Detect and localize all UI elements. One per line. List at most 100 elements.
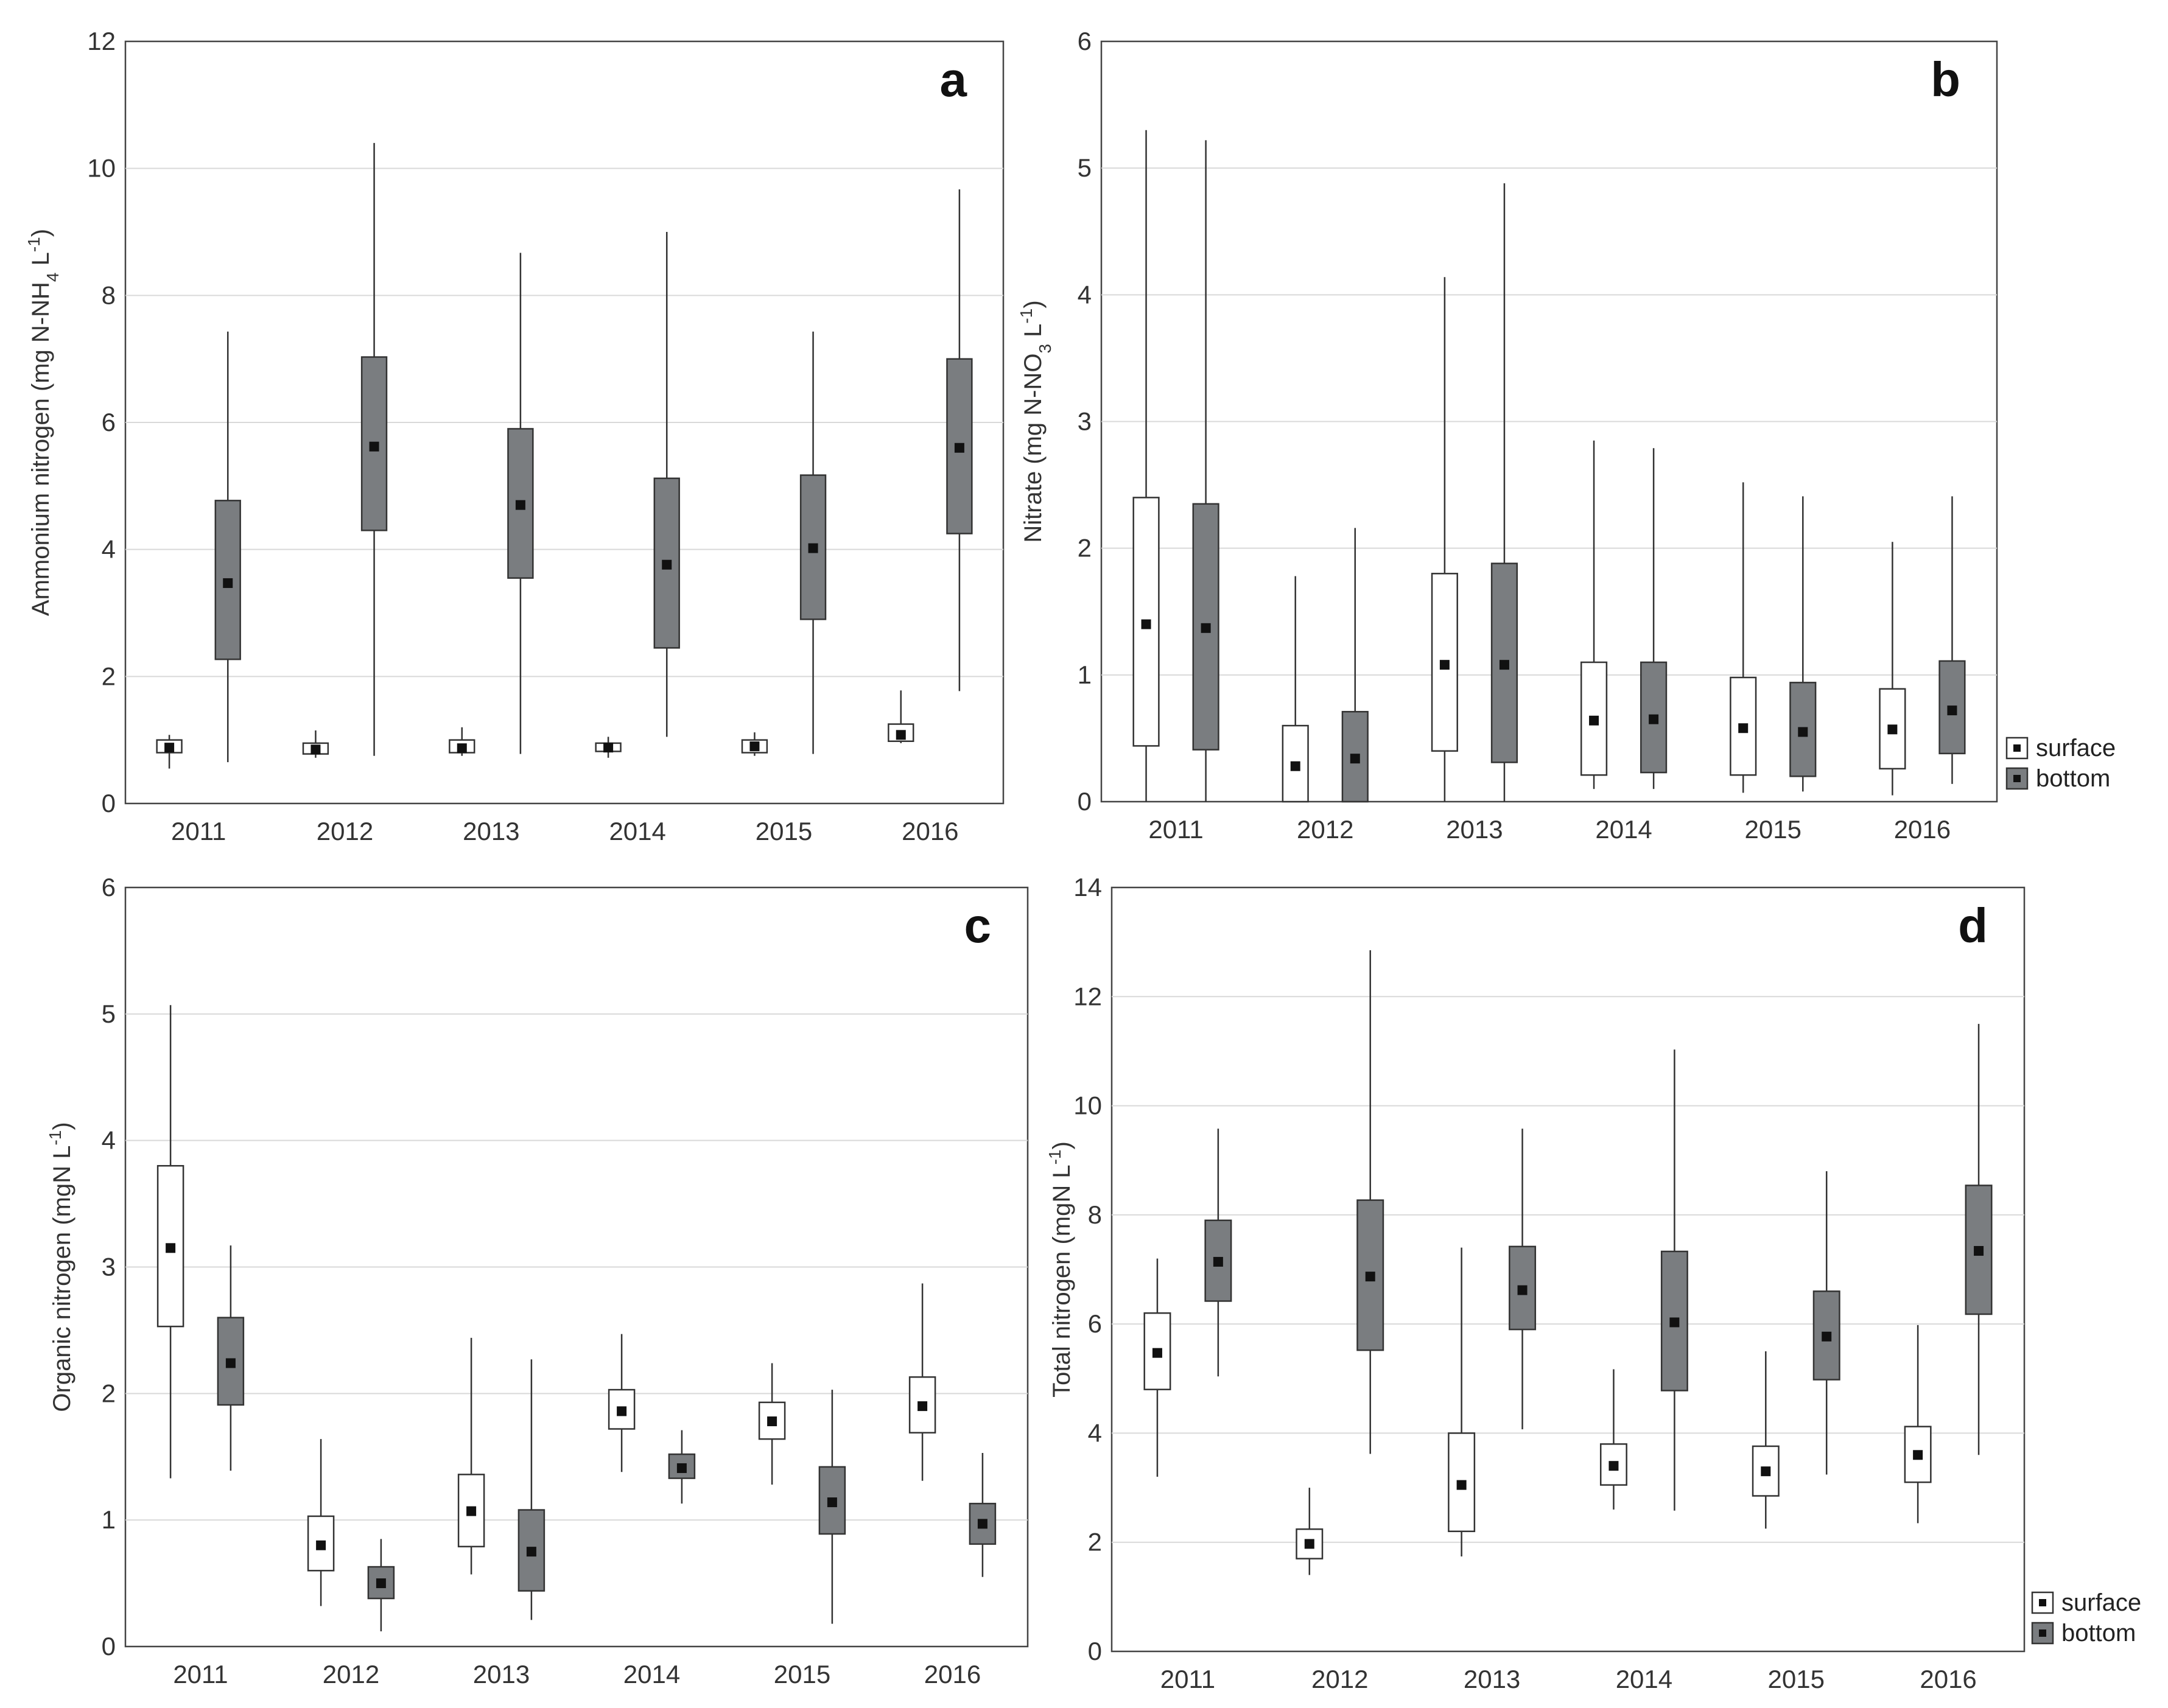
median-marker xyxy=(1947,705,1957,716)
x-tick-label: 2011 xyxy=(1160,1665,1215,1693)
box-surface-2013 xyxy=(1448,1247,1476,1557)
panel-letter: c xyxy=(964,898,992,953)
y-tick-label: 3 xyxy=(1078,407,1092,436)
median-marker xyxy=(1456,1480,1467,1490)
median-marker xyxy=(896,730,906,740)
plot-frame xyxy=(1110,886,2026,1653)
box-body xyxy=(908,1376,936,1434)
box-surface-2012 xyxy=(1296,1488,1324,1575)
y-tick-label: 12 xyxy=(87,27,116,55)
y-tick-label: 5 xyxy=(1078,153,1092,182)
median-marker xyxy=(1152,1348,1162,1358)
median-marker xyxy=(515,500,525,510)
box-surface-2012 xyxy=(1282,576,1309,803)
median-marker xyxy=(676,1463,687,1473)
box-surface-2014 xyxy=(595,737,622,758)
box-surface-2016 xyxy=(1879,542,1906,796)
median-marker xyxy=(1517,1285,1528,1295)
x-tick-label: 2011 xyxy=(171,817,226,845)
median-marker xyxy=(749,741,760,752)
panel-c: 0 1 2 3 4 5 6 2011 2012 2013 2014 2015 2016 c Organic … xyxy=(46,873,1029,1689)
box-surface-2015 xyxy=(741,732,768,756)
box-bottom-2014 xyxy=(653,232,680,737)
median-marker xyxy=(662,559,672,570)
legend-marker-bottom xyxy=(2039,1629,2046,1637)
legend: surface bottom xyxy=(2005,735,2116,792)
panel-letter: a xyxy=(940,52,967,107)
box-surface-2016 xyxy=(888,690,914,743)
x-tick-label: 2011 xyxy=(1148,815,1203,844)
box-surface-2013 xyxy=(449,727,475,756)
median-marker xyxy=(617,1406,627,1416)
x-tick-label: 2012 xyxy=(1297,815,1353,844)
x-tick-label: 2012 xyxy=(317,817,373,845)
y-tick-label: 4 xyxy=(1078,280,1092,309)
y-tick-label: 10 xyxy=(1073,1091,1102,1120)
y-tick-label: 4 xyxy=(102,535,116,564)
median-marker xyxy=(827,1497,837,1508)
box-bottom-2012 xyxy=(360,142,388,756)
box-surface-2015 xyxy=(1730,482,1757,793)
x-tick-label: 2015 xyxy=(756,817,812,845)
x-tick-label: 2015 xyxy=(1768,1665,1825,1693)
panel-b: 0 1 2 3 4 5 6 2011 2012 2013 2014 2015 2016 b Nitrate … xyxy=(1017,27,2116,844)
y-tick-label: 0 xyxy=(102,1632,116,1661)
box-bottom-2011 xyxy=(217,1245,245,1471)
box-surface-2011 xyxy=(1143,1258,1171,1477)
box-surface-2014 xyxy=(608,1334,636,1472)
y-tick-label: 6 xyxy=(1088,1309,1102,1338)
y-tick-label: 0 xyxy=(1088,1637,1102,1665)
legend-marker-surface xyxy=(2013,744,2021,752)
box-bottom-2016 xyxy=(946,189,973,691)
median-marker xyxy=(1589,715,1599,726)
box-surface-2011 xyxy=(156,1005,184,1479)
x-tick-label: 2011 xyxy=(173,1660,228,1689)
box-surface-2013 xyxy=(1431,277,1458,802)
median-marker xyxy=(954,443,964,453)
y-tick-label: 6 xyxy=(102,873,116,901)
box-bottom-2014 xyxy=(668,1430,696,1504)
box-body xyxy=(360,356,388,531)
median-marker xyxy=(526,1547,536,1557)
y-tick-label: 14 xyxy=(1073,873,1102,901)
median-marker xyxy=(369,441,379,452)
y-tick-label: 6 xyxy=(102,408,116,436)
median-marker xyxy=(310,744,321,755)
legend: surface bottom xyxy=(2031,1589,2141,1647)
box-surface-2014 xyxy=(1599,1369,1627,1510)
median-marker xyxy=(1649,714,1659,724)
x-tick-label: 2014 xyxy=(1616,1665,1672,1693)
box-surface-2015 xyxy=(758,1363,786,1485)
box-bottom-2015 xyxy=(1812,1171,1840,1475)
x-tick-label: 2012 xyxy=(1311,1665,1368,1693)
median-marker xyxy=(1365,1272,1375,1282)
box-bottom-2015 xyxy=(799,331,827,754)
box-surface-2013 xyxy=(457,1337,485,1575)
y-tick-label: 5 xyxy=(102,999,116,1028)
x-tick-label: 2016 xyxy=(902,817,958,845)
x-tick-label: 2013 xyxy=(1464,1665,1520,1693)
x-tick-label: 2012 xyxy=(323,1660,379,1689)
y-axis-label: Nitrate (mg N-NO3 L-1) xyxy=(1017,300,1054,542)
box-bottom-2012 xyxy=(1356,950,1384,1454)
y-tick-label: 0 xyxy=(1078,787,1092,816)
median-marker xyxy=(1822,1331,1832,1342)
x-tick-label: 2013 xyxy=(473,1660,530,1689)
box-surface-2014 xyxy=(1580,440,1608,789)
median-marker xyxy=(164,743,175,753)
box-bottom-2012 xyxy=(367,1539,395,1632)
median-marker xyxy=(316,1540,326,1550)
median-marker xyxy=(223,578,233,588)
x-tick-label: 2014 xyxy=(609,817,665,845)
legend-label-surface: surface xyxy=(2036,735,2116,761)
box-surface-2012 xyxy=(302,730,329,758)
median-marker xyxy=(977,1519,988,1529)
x-tick-label: 2016 xyxy=(924,1660,981,1689)
median-marker xyxy=(225,1358,236,1368)
box-bottom-2011 xyxy=(214,331,241,763)
median-marker xyxy=(917,1401,928,1412)
panel-letter: d xyxy=(1958,898,1988,953)
median-marker xyxy=(1350,754,1360,764)
box-bottom-2016 xyxy=(969,1453,997,1577)
box-bottom-2013 xyxy=(1509,1129,1537,1430)
